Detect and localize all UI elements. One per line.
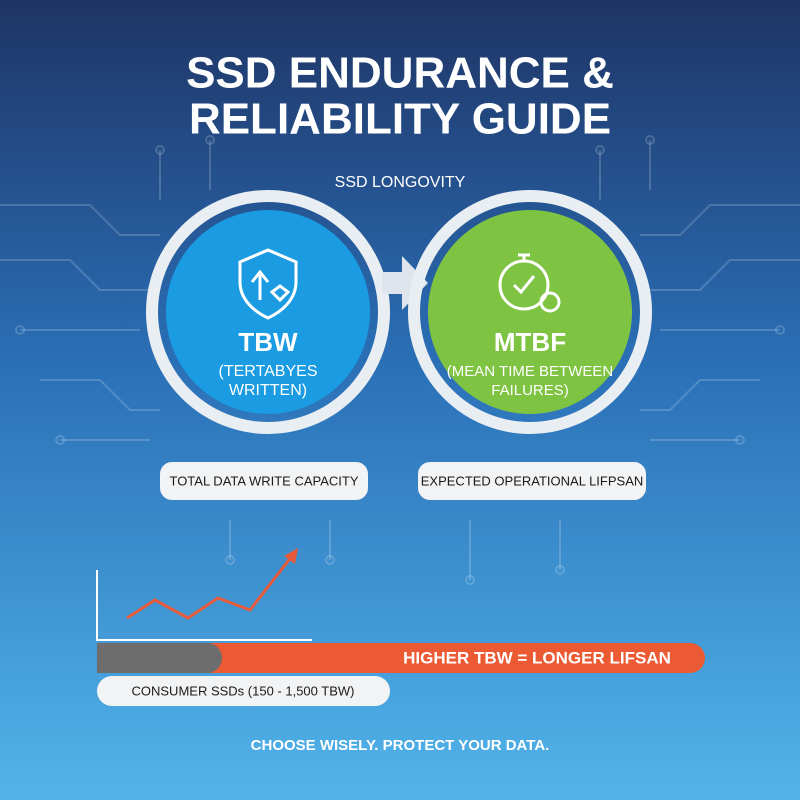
consumer-bar-edge	[97, 643, 127, 673]
bar-label: HIGHER TBW = LONGER LIFSAN	[403, 648, 671, 667]
ring	[408, 190, 652, 434]
trend-arrow	[284, 548, 298, 564]
ring	[146, 190, 390, 434]
axis	[96, 570, 312, 641]
consumer-bar	[97, 643, 222, 673]
caption: TOTAL DATA WRITE CAPACITY	[169, 473, 358, 488]
expansion: (TERTABYES	[219, 363, 318, 380]
caption-pill	[418, 462, 646, 500]
tbw-bar	[97, 643, 705, 673]
expansion: FAILURES)	[491, 382, 569, 399]
acronym: TBW	[238, 327, 298, 357]
tbw-circle	[166, 210, 370, 414]
shield-icon	[238, 248, 298, 320]
range-label: CONSUMER SSDs (150 - 1,500 TBW)	[132, 683, 355, 698]
expansion: (MEAN TIME BETWEEN	[447, 363, 613, 380]
caption-pill	[160, 462, 368, 500]
title-line: RELIABILITY GUIDE	[189, 95, 611, 144]
range-pill	[97, 676, 390, 706]
subtitle: SSD LONGOVITY	[335, 174, 466, 191]
trend-line	[126, 555, 294, 620]
arrow	[382, 256, 428, 310]
acronym: MTBF	[494, 327, 566, 357]
expansion: WRITTEN)	[229, 382, 307, 399]
title-line: SSD ENDURANCE &	[186, 49, 614, 98]
caption: EXPECTED OPERATIONAL LIFPSAN	[421, 473, 644, 488]
circuit-lines	[0, 135, 800, 585]
stopwatch-icon	[498, 253, 561, 313]
mtbf-circle	[428, 210, 632, 414]
footer: CHOOSE WISELY. PROTECT YOUR DATA.	[251, 737, 550, 754]
